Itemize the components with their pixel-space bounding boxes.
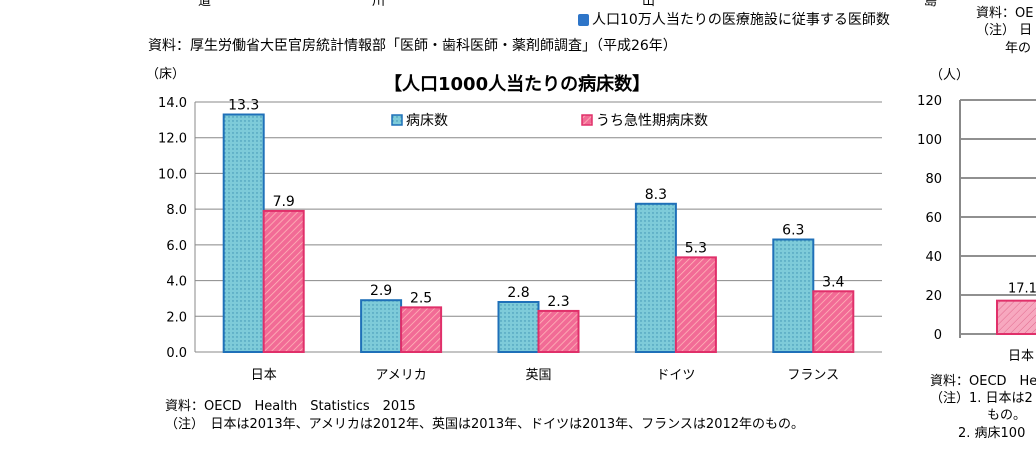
- legend-label-doctors: 人口10万人当たりの医療施設に従事する医師数: [592, 12, 890, 28]
- y-tick-label: 80: [925, 172, 942, 187]
- data-label: 2.5: [410, 290, 432, 306]
- y-tick-label: 60: [925, 211, 942, 226]
- prev-axis-label: 道: [198, 0, 212, 9]
- x-tick-label: 日本: [1008, 349, 1034, 364]
- bar-beds: [222, 113, 265, 353]
- y-tick-label: 120: [917, 94, 942, 109]
- x-tick-label: アメリカ: [375, 368, 426, 383]
- right-note: 資料：OE: [976, 6, 1034, 21]
- data-label: 6.3: [782, 223, 804, 239]
- y-tick-label: 100: [917, 133, 942, 148]
- data-label: 3.4: [822, 274, 844, 290]
- right-note: 年の: [1005, 41, 1032, 56]
- bar-acute: [674, 256, 717, 354]
- y-tick-label: 0.0: [166, 346, 187, 361]
- bar-beds: [634, 202, 677, 353]
- y-tick-label: 14.0: [158, 96, 187, 111]
- data-label: 2.3: [547, 294, 569, 310]
- right-note: （注）1. 日本は2: [930, 391, 1033, 406]
- y-tick-label: 8.0: [166, 203, 187, 218]
- source: 資料：OECD Health Statistics 2015: [165, 399, 416, 414]
- y-tick-label: 40: [925, 250, 942, 265]
- right-note: 2. 病床100: [958, 426, 1026, 441]
- bar-acute: [400, 306, 443, 354]
- x-tick-label: 英国: [525, 368, 551, 383]
- x-tick-label: フランス: [787, 368, 839, 383]
- prev-axis-label: 島: [924, 0, 938, 9]
- bar-beds: [360, 299, 403, 354]
- data-label: 7.9: [273, 194, 295, 210]
- legend-swatch: [391, 114, 403, 126]
- prev-axis-label: 川: [372, 0, 386, 9]
- right-note: （注） 日: [976, 23, 1033, 38]
- data-label: 13.3: [228, 98, 259, 114]
- right-source: 資料：OECD He: [930, 374, 1036, 389]
- y-axis-unit: （床）: [146, 67, 186, 82]
- y-tick-label: 0: [934, 328, 942, 343]
- legend-swatch-doctors: [578, 14, 589, 26]
- y-tick-label: 12.0: [158, 132, 187, 147]
- bar: [996, 299, 1036, 335]
- right-note: もの。: [987, 408, 1027, 423]
- legend-label: 病床数: [406, 113, 448, 129]
- chart-title: 【人口1000人当たりの病床数】: [384, 74, 651, 95]
- bar-acute: [262, 209, 305, 353]
- y-axis-unit-right: （人）: [930, 68, 970, 83]
- data-label: 8.3: [645, 187, 667, 203]
- note: （注） 日本は2013年、アメリカは2012年、英国は2013年、ドイツは201…: [165, 417, 805, 432]
- data-label: 17.1: [1008, 282, 1036, 297]
- data-label: 2.8: [507, 285, 529, 301]
- bar-beds: [497, 301, 540, 353]
- y-tick-label: 20: [925, 289, 942, 304]
- x-tick-label: ドイツ: [656, 368, 695, 383]
- bar-acute: [812, 290, 855, 353]
- bar-acute: [537, 309, 580, 353]
- legend-label: うち急性期病床数: [596, 113, 708, 129]
- y-tick-label: 2.0: [166, 310, 187, 325]
- bar-beds: [772, 238, 815, 353]
- legend-swatch: [581, 114, 593, 126]
- data-label: 5.3: [685, 240, 707, 256]
- prev-source: 資料：厚生労働省大臣官房統計情報部「医師・歯科医師・薬剤師調査」（平成26年）: [148, 38, 677, 54]
- y-tick-label: 10.0: [158, 167, 187, 182]
- y-tick-label: 6.0: [166, 239, 187, 254]
- x-tick-label: 日本: [251, 368, 277, 383]
- y-tick-label: 4.0: [166, 275, 187, 290]
- data-label: 2.9: [370, 283, 392, 299]
- prev-axis-label: 山: [642, 0, 656, 9]
